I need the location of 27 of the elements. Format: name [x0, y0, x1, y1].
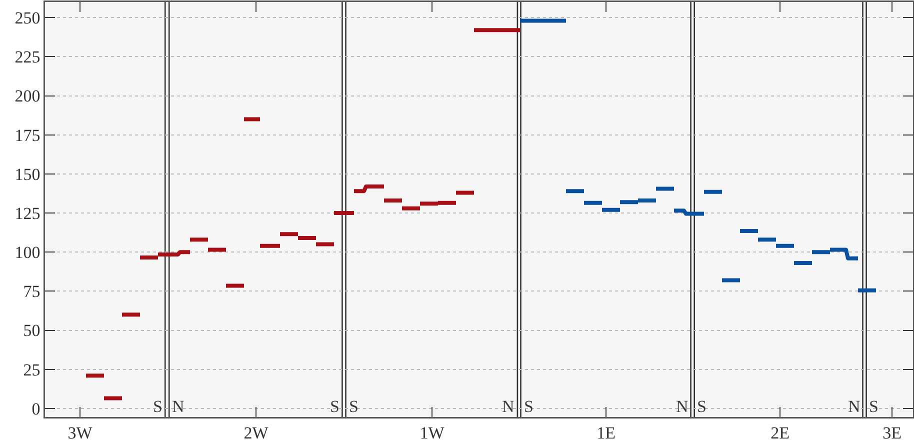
annotation: S [330, 397, 340, 416]
x-tick-label: 2E [770, 424, 790, 443]
annotation: N [172, 397, 184, 416]
y-tick-label: 150 [14, 164, 40, 184]
y-tick-label: 175 [14, 126, 40, 145]
y-tick-label: 225 [14, 48, 40, 67]
x-tick-label: 2W [244, 424, 270, 443]
annotation: S [697, 397, 706, 416]
annotation: S [349, 397, 358, 416]
annotation: S [153, 397, 162, 416]
y-tick-label: 125 [14, 204, 40, 223]
x-tick-label: 3W [68, 424, 94, 443]
annotation: S [524, 397, 534, 416]
annotation: S [869, 397, 878, 416]
annotation: N [502, 397, 514, 416]
annotation: N [676, 397, 688, 416]
y-tick-label: 75 [23, 282, 40, 302]
y-tick-label: 250 [14, 8, 40, 28]
x-tick-label: 1W [420, 424, 446, 443]
y-tick-label: 50 [23, 321, 40, 340]
x-tick-label: 3E [882, 424, 902, 443]
x-tick-label: 1E [596, 424, 616, 443]
y-tick-label: 200 [14, 86, 40, 106]
y-tick-label: 0 [32, 399, 40, 418]
y-tick-label: 25 [23, 360, 40, 380]
annotation: N [848, 397, 860, 416]
y-tick-label: 100 [14, 243, 40, 262]
